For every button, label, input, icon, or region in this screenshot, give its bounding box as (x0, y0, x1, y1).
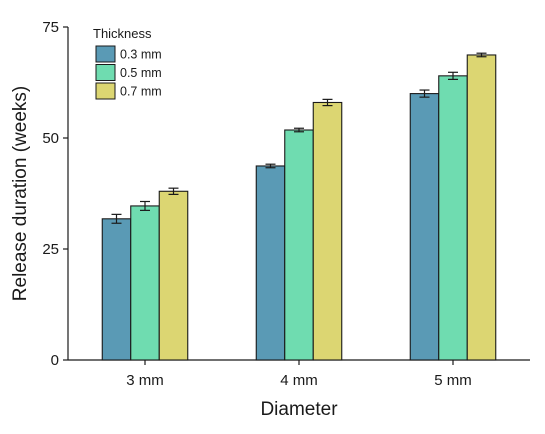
x-ticks: 3 mm 4 mm 5 mm (126, 360, 472, 389)
legend-item-label: 0.5 mm (120, 66, 162, 80)
legend-title: Thickness (93, 26, 152, 41)
bar (255, 165, 286, 361)
x-axis-label: Diameter (260, 399, 338, 420)
bar (158, 190, 189, 361)
x-tick-label: 5 mm (434, 372, 472, 389)
bar (438, 75, 468, 361)
y-tick-label: 0 (51, 352, 59, 369)
bar (312, 101, 343, 361)
x-tick-label: 4 mm (280, 372, 318, 389)
legend-swatch (95, 82, 116, 100)
legend-item-label: 0.7 mm (120, 85, 162, 99)
y-ticks: 0 25 50 75 (42, 19, 68, 369)
x-tick-label: 3 mm (126, 372, 164, 389)
y-tick-label: 50 (42, 130, 59, 147)
error-bars (111, 52, 487, 224)
bar (409, 93, 440, 361)
bar (101, 218, 132, 361)
bars (101, 54, 497, 361)
legend-swatch (95, 45, 116, 63)
bar (284, 129, 314, 361)
legend-item-label: 0.3 mm (120, 48, 162, 62)
y-axis-label: Release duration (weeks) (10, 86, 31, 301)
bar (466, 54, 497, 361)
y-tick-label: 75 (42, 19, 59, 36)
bar (130, 205, 160, 361)
y-tick-label: 25 (42, 241, 59, 258)
legend: Thickness 0.3 mm 0.5 mm 0.7 mm (93, 26, 162, 100)
legend-swatch (95, 64, 116, 81)
